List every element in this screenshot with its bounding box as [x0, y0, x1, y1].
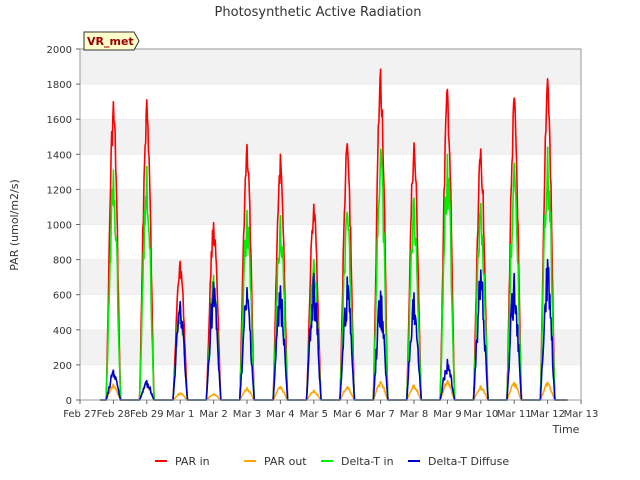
chart-title: Photosynthetic Active Radiation [215, 5, 422, 20]
x-tick-label: Mar 8 [400, 409, 428, 420]
y-tick-label: 1800 [47, 80, 72, 91]
y-tick-label: 1200 [47, 185, 72, 196]
x-tick-label: Mar 13 [564, 409, 599, 420]
grid-band [79, 154, 582, 190]
legend-item-par-in: PAR in [155, 455, 210, 468]
legend-label: Delta-T in [341, 455, 394, 468]
grid-band [79, 118, 582, 155]
grid-band [79, 48, 582, 85]
grid-band [79, 294, 582, 331]
x-axis: Feb 27 Feb 28 Feb 29 Mar 1 Mar 2 Mar 3 Mar 4 Ma… [63, 400, 598, 420]
x-tick-label: Mar 3 [233, 409, 261, 420]
legend-item-delta-t-diffuse: Delta-T Diffuse [408, 455, 509, 468]
grid-band [79, 83, 582, 120]
legend-label: PAR out [264, 455, 307, 468]
x-tick-label: Mar 11 [497, 409, 532, 420]
x-tick-label: Mar 7 [366, 409, 394, 420]
station-label: VR_met [87, 35, 134, 48]
y-tick-label: 1600 [47, 115, 72, 126]
y-tick-label: 2000 [47, 45, 72, 56]
x-tick-label: Feb 27 [63, 409, 97, 420]
x-tick-label: Mar 9 [433, 409, 461, 420]
legend-item-par-out: PAR out [244, 455, 307, 468]
x-tick-label: Mar 5 [300, 409, 328, 420]
legend-item-delta-t-in: Delta-T in [321, 455, 394, 468]
legend: PAR in PAR out Delta-T in Delta-T Diffuse [155, 455, 509, 468]
y-axis: 0 200 400 600 800 1000 1200 1400 1600 1800 2000 [47, 45, 80, 407]
station-label-box: VR_met [83, 31, 140, 51]
y-tick-label: 200 [53, 361, 72, 372]
grid-bands [79, 48, 582, 401]
y-tick-label: 0 [66, 396, 72, 407]
grid-band [79, 329, 582, 366]
x-tick-label: Mar 1 [166, 409, 194, 420]
x-tick-label: Feb 28 [97, 409, 131, 420]
legend-label: Delta-T Diffuse [428, 455, 509, 468]
x-tick-label: Mar 6 [333, 409, 361, 420]
grid-band [79, 224, 582, 260]
x-tick-label: Feb 29 [130, 409, 164, 420]
grid-band [79, 259, 582, 295]
x-tick-label: Mar 10 [463, 409, 498, 420]
y-tick-label: 1400 [47, 150, 72, 161]
y-axis-label: PAR (umol/m2/s) [8, 179, 21, 271]
y-tick-label: 800 [53, 256, 72, 267]
x-tick-label: Mar 12 [530, 409, 565, 420]
grid-band [79, 364, 582, 401]
grid-band [79, 189, 582, 225]
x-axis-label: Time [552, 423, 580, 436]
y-tick-label: 400 [53, 326, 72, 337]
y-tick-label: 600 [53, 291, 72, 302]
y-tick-label: 1000 [47, 221, 72, 232]
x-tick-label: Mar 4 [266, 409, 294, 420]
x-tick-label: Mar 2 [199, 409, 227, 420]
legend-label: PAR in [175, 455, 210, 468]
